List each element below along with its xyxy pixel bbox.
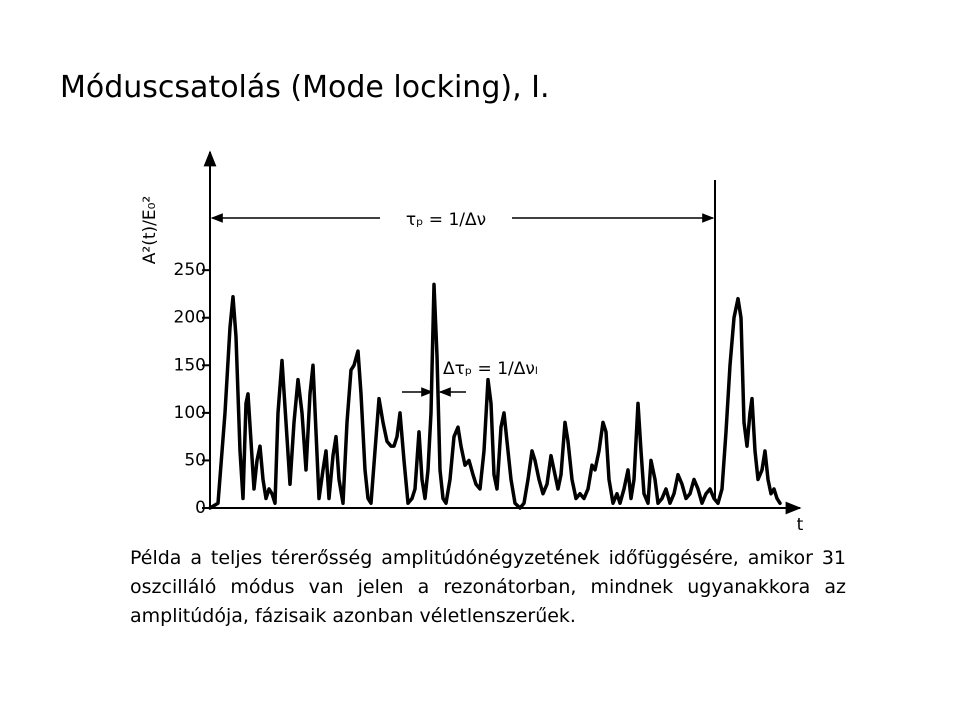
slide-title: Móduscsatolás (Mode locking), I. — [60, 70, 550, 105]
y-tick-label: 50 — [184, 450, 206, 470]
y-tick-label: 150 — [174, 355, 206, 375]
period-label: τₚ = 1/Δν — [406, 210, 486, 230]
pulse-width-label: Δτₚ = 1/Δνₗ — [443, 359, 538, 379]
y-axis-label: A²(t)/E₀² — [140, 196, 160, 264]
signal-line — [208, 282, 782, 510]
y-tick-label: 200 — [174, 308, 206, 328]
y-tick-label: 100 — [174, 403, 206, 423]
y-tick-label: 0 — [195, 498, 206, 518]
y-tick-label: 250 — [174, 260, 206, 280]
x-axis-label: t — [797, 515, 804, 535]
chart: t A²(t)/E₀² τₚ = 1/Δν Δτₚ = 1/Δνₗ 0 50 100… — [140, 150, 804, 535]
caption: Példa a teljes térerősség amplitúdónégyz… — [130, 547, 846, 627]
